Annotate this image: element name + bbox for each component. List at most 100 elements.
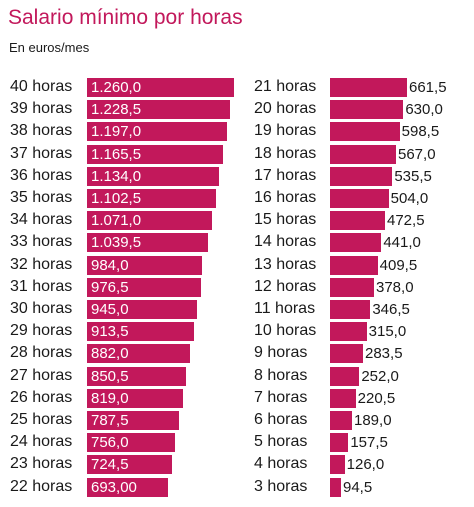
left-category-label: 29 horas [10, 322, 73, 340]
chart-subtitle: En euros/mes [9, 40, 90, 55]
right-value-label: 441,0 [383, 234, 421, 252]
right-value-label: 252,0 [361, 367, 399, 385]
left-value-label: 1.039,5 [91, 234, 142, 252]
right-bar [330, 433, 349, 453]
left-bar [87, 277, 201, 297]
left-value-label: 1.165,5 [91, 145, 142, 163]
right-value-label: 472,5 [387, 212, 425, 230]
right-category-label: 14 horas [254, 233, 317, 251]
left-bar [87, 189, 216, 208]
right-category-label: 9 horas [254, 344, 308, 362]
left-category-label: 32 horas [10, 255, 73, 273]
left-category-label: 35 horas [10, 189, 73, 206]
chart-title: Salario mínimo por horas [8, 6, 243, 29]
left-bar [87, 144, 223, 164]
right-bar [330, 78, 407, 97]
left-bar [87, 344, 190, 364]
left-category-label: 27 horas [10, 366, 73, 384]
left-bar [87, 433, 176, 453]
right-category-label: 12 horas [254, 277, 317, 295]
right-bar [330, 255, 378, 275]
right-category-label: 19 horas [254, 122, 317, 140]
left-bar [87, 233, 209, 253]
right-bar [330, 455, 345, 475]
left-bar [87, 255, 202, 275]
right-category-label: 21 horas [254, 78, 317, 95]
right-category-label: 13 horas [254, 255, 317, 273]
left-value-label: 756,0 [91, 434, 129, 452]
right-category-label: 6 horas [254, 411, 308, 428]
right-bar [330, 477, 341, 497]
left-category-label: 33 horas [10, 233, 73, 251]
right-category-label: 17 horas [254, 166, 317, 184]
right-bar [330, 300, 371, 319]
right-value-label: 630,0 [405, 101, 443, 119]
left-value-label: 1.228,5 [91, 101, 142, 119]
right-bar [330, 322, 367, 342]
left-value-label: 724,5 [91, 456, 129, 474]
right-category-label: 18 horas [254, 144, 317, 162]
right-bar [330, 122, 400, 142]
left-bar [87, 388, 183, 408]
left-bar [87, 122, 227, 142]
right-bar [330, 344, 363, 364]
right-value-label: 220,5 [357, 389, 396, 407]
right-bar [330, 277, 374, 297]
left-category-label: 40 horas [10, 78, 73, 95]
left-value-label: 1.071,0 [91, 212, 142, 230]
left-category-label: 23 horas [10, 455, 73, 473]
left-category-label: 26 horas [10, 388, 73, 406]
left-category-label: 28 horas [10, 344, 73, 362]
right-category-label: 20 horas [254, 100, 317, 118]
left-bar [87, 100, 231, 120]
right-bar [330, 366, 360, 386]
right-category-label: 11 horas [254, 300, 316, 317]
left-bar [87, 411, 179, 430]
left-value-label: 1.197,0 [91, 123, 142, 141]
left-bar [87, 455, 172, 475]
right-value-label: 315,0 [368, 323, 407, 341]
left-bar [87, 166, 220, 186]
left-value-label: 1.134,0 [91, 167, 142, 185]
left-value-label: 976,5 [91, 278, 129, 296]
right-bar [330, 411, 352, 430]
right-value-label: 283,5 [365, 345, 403, 363]
right-value-label: 157,5 [350, 434, 388, 452]
right-bar [330, 211, 385, 231]
right-category-label: 7 horas [254, 388, 308, 406]
left-category-label: 22 horas [10, 477, 73, 495]
right-category-label: 16 horas [254, 189, 317, 206]
left-value-label: 945,0 [91, 301, 129, 318]
left-value-label: 787,5 [91, 412, 129, 429]
left-bar [87, 366, 187, 386]
left-bar [87, 300, 198, 319]
left-category-label: 24 horas [10, 433, 73, 451]
left-value-label: 819,0 [91, 389, 129, 407]
right-category-label: 4 horas [254, 455, 308, 473]
left-category-label: 30 horas [10, 300, 73, 317]
right-bar [330, 388, 356, 408]
right-value-label: 598,5 [401, 123, 440, 141]
right-value-label: 346,5 [372, 301, 410, 318]
right-value-label: 535,5 [394, 167, 432, 185]
right-value-label: 504,0 [390, 190, 429, 207]
left-value-label: 882,0 [91, 345, 129, 363]
right-category-label: 5 horas [254, 433, 308, 451]
left-bar [87, 477, 168, 497]
left-value-label: 984,0 [91, 256, 129, 274]
left-bar [87, 78, 234, 97]
left-value-label: 913,5 [91, 323, 129, 341]
right-bar [330, 233, 382, 253]
right-bar [330, 100, 404, 120]
left-category-label: 34 horas [10, 211, 73, 229]
right-category-label: 3 horas [254, 477, 308, 495]
right-value-label: 378,0 [376, 278, 414, 296]
left-value-label: 1.102,5 [91, 190, 142, 207]
right-value-label: 189,0 [354, 412, 392, 429]
left-bar [87, 211, 212, 231]
left-category-label: 25 horas [10, 411, 73, 428]
right-category-label: 15 horas [254, 211, 317, 229]
left-category-label: 36 horas [10, 166, 73, 184]
left-category-label: 37 horas [10, 144, 73, 162]
